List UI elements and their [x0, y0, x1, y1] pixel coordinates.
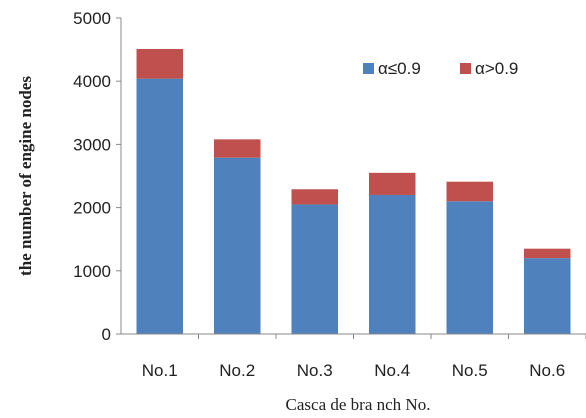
- legend-swatch-series-1: [363, 63, 374, 74]
- x-axis-title: Casca de bra nch No.: [286, 395, 431, 414]
- bar-no2-series-1: [214, 157, 261, 334]
- bar-no4-series-2: [369, 172, 416, 195]
- x-category-label-3: No.4: [374, 361, 410, 380]
- bar-no1-series-1: [136, 78, 183, 334]
- bars: [136, 48, 571, 334]
- x-axis-categories: No.1 No.2 No.3 No.4 No.5 No.6: [142, 334, 586, 380]
- bar-no3-series-1: [291, 204, 338, 334]
- y-tick-label-2: 2000: [73, 199, 111, 218]
- y-axis-ticks: 0 1000 2000 3000 4000 5000: [73, 9, 121, 344]
- legend-swatch-series-2: [460, 63, 471, 74]
- legend: α≤0.9 α>0.9: [363, 59, 518, 78]
- bar-no3-series-2: [291, 189, 338, 205]
- x-category-label-0: No.1: [142, 361, 178, 380]
- y-tick-label-5: 5000: [73, 9, 111, 28]
- legend-label-series-2: α>0.9: [475, 59, 518, 78]
- x-category-label-1: No.2: [219, 361, 255, 380]
- bar-no6-series-1: [524, 258, 571, 334]
- y-tick-label-4: 4000: [73, 72, 111, 91]
- legend-label-series-1: α≤0.9: [378, 59, 421, 78]
- y-tick-label-1: 1000: [73, 262, 111, 281]
- x-category-label-2: No.3: [297, 361, 333, 380]
- bar-no6-series-2: [524, 248, 571, 259]
- bar-no2-series-2: [214, 139, 261, 158]
- x-category-label-4: No.5: [452, 361, 488, 380]
- bar-no1-series-2: [136, 48, 183, 79]
- bar-no5-series-2: [446, 181, 493, 202]
- y-tick-label-3: 3000: [73, 135, 111, 154]
- bar-no5-series-1: [446, 201, 493, 334]
- x-category-label-5: No.6: [529, 361, 565, 380]
- y-tick-label-0: 0: [102, 325, 111, 344]
- bar-no4-series-1: [369, 194, 416, 334]
- y-axis-title: the number of engine nodes: [16, 76, 35, 276]
